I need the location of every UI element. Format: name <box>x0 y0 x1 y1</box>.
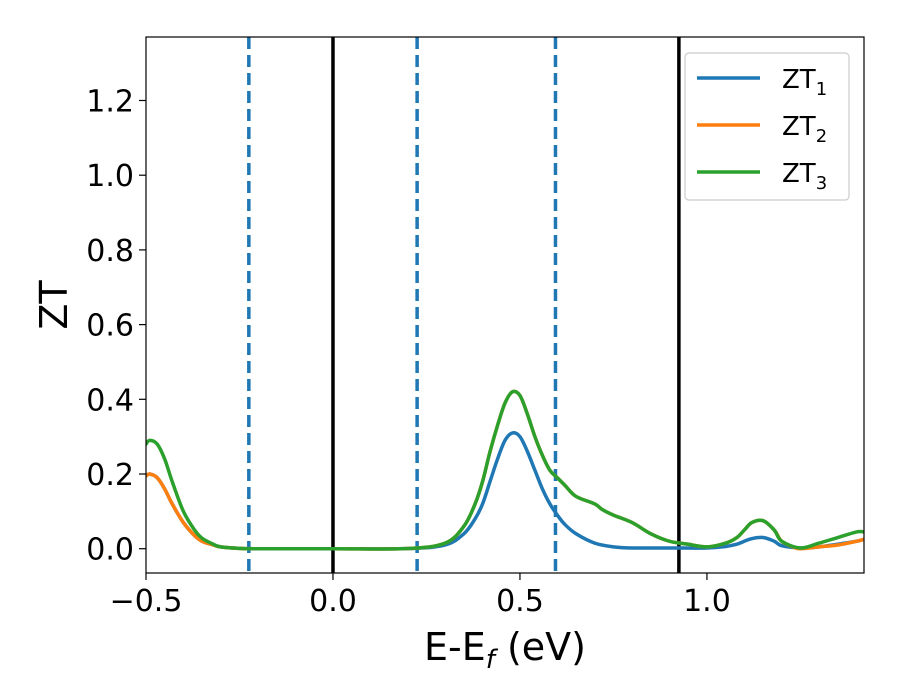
y-tick-label: 0.6 <box>86 309 134 344</box>
x-axis-ticks: −0.5 0.0 0.5 1.0 <box>110 573 731 619</box>
legend-label-zt3: ZT3 <box>782 159 827 194</box>
y-tick-label: 1.2 <box>86 84 134 119</box>
y-tick-label: 0.0 <box>86 533 134 568</box>
legend-label-sub: 3 <box>816 173 827 194</box>
legend-label-main: ZT <box>782 65 816 95</box>
x-tick-label: −0.5 <box>110 584 183 619</box>
series-lines <box>146 389 864 551</box>
legend-label-main: ZT <box>782 159 816 189</box>
legend-label-main: ZT <box>782 112 816 142</box>
legend-label-sub: 2 <box>816 126 827 147</box>
legend-label-zt2: ZT2 <box>782 112 827 147</box>
legend-box <box>684 52 850 201</box>
y-tick-label: 1.0 <box>86 159 134 194</box>
reference-lines <box>247 37 681 573</box>
y-tick-label: 0.2 <box>86 458 134 493</box>
x-tick-label: 0.0 <box>309 584 357 619</box>
x-tick-label: 0.5 <box>496 584 544 619</box>
legend-label-sub: 1 <box>816 79 827 100</box>
x-axis-label-unit: (eV) <box>495 625 586 669</box>
x-axis-label: E-Ef (eV) <box>424 625 586 675</box>
legend-label-zt1: ZT1 <box>782 65 827 100</box>
plot-frame <box>145 36 865 574</box>
x-tick-label: 1.0 <box>683 584 731 619</box>
series-line-zt3 <box>146 389 864 551</box>
x-axis-label-main: E-E <box>424 625 486 669</box>
y-tick-label: 0.4 <box>86 383 134 418</box>
y-axis-label: ZT <box>32 280 76 330</box>
y-axis-ticks: 0.0 0.2 0.4 0.6 0.8 1.0 1.2 <box>86 84 146 568</box>
y-tick-label: 0.8 <box>86 234 134 269</box>
